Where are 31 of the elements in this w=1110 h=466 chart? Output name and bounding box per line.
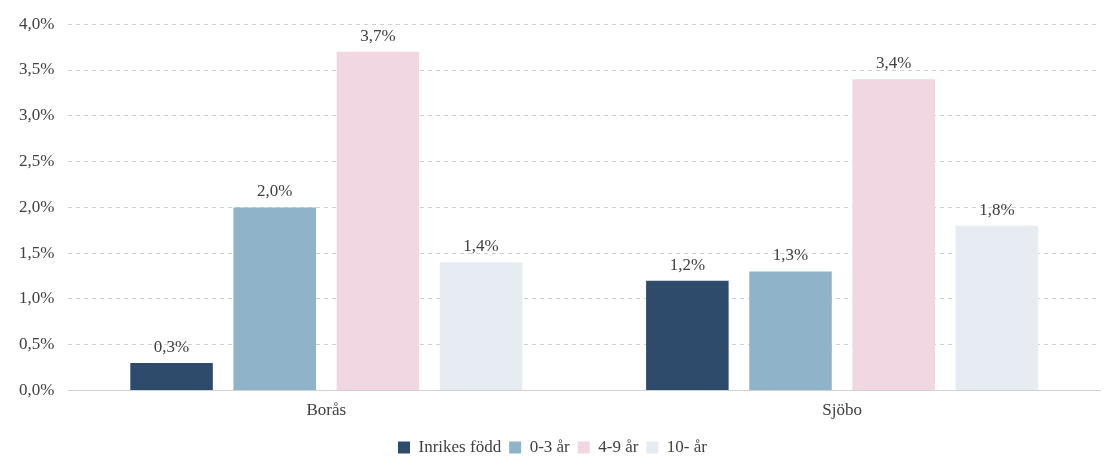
y-tick-label: 1,5%: [18, 242, 55, 262]
data-label: 1,3%: [772, 245, 809, 265]
y-tick-label: 1,0%: [18, 288, 55, 308]
y-tick-label: 4,0%: [18, 13, 55, 33]
bar: [233, 207, 316, 391]
bar: [955, 225, 1039, 391]
bar: [852, 79, 935, 391]
bar: [749, 271, 832, 391]
y-tick-label: 0,5%: [18, 334, 55, 354]
bar: [336, 51, 420, 391]
y-tick-label: 2,5%: [18, 151, 55, 171]
x-tick-label: Borås: [306, 400, 347, 420]
y-tick-label: 2,0%: [18, 196, 55, 216]
legend-label: 4-9 år: [598, 436, 639, 456]
bar: [646, 280, 729, 391]
y-tick-label: 3,5%: [18, 59, 55, 79]
data-label: 1,8%: [979, 199, 1015, 219]
legend-label: 0-3 år: [529, 436, 571, 456]
data-label: 3,4%: [875, 53, 912, 73]
x-tick-label: Sjöbo: [822, 400, 862, 420]
legend-label: 10- år: [666, 436, 708, 456]
bar: [439, 262, 523, 391]
data-label: 1,2%: [669, 254, 706, 274]
data-label: 0,3%: [153, 337, 190, 357]
data-label: 1,4%: [463, 236, 499, 256]
legend-label: Inrikes född: [418, 436, 502, 456]
bar: [130, 363, 213, 391]
data-label: 3,7%: [360, 25, 396, 45]
y-tick-label: 0,0%: [18, 380, 55, 400]
y-tick-label: 3,0%: [18, 105, 55, 125]
data-label: 2,0%: [257, 181, 293, 201]
